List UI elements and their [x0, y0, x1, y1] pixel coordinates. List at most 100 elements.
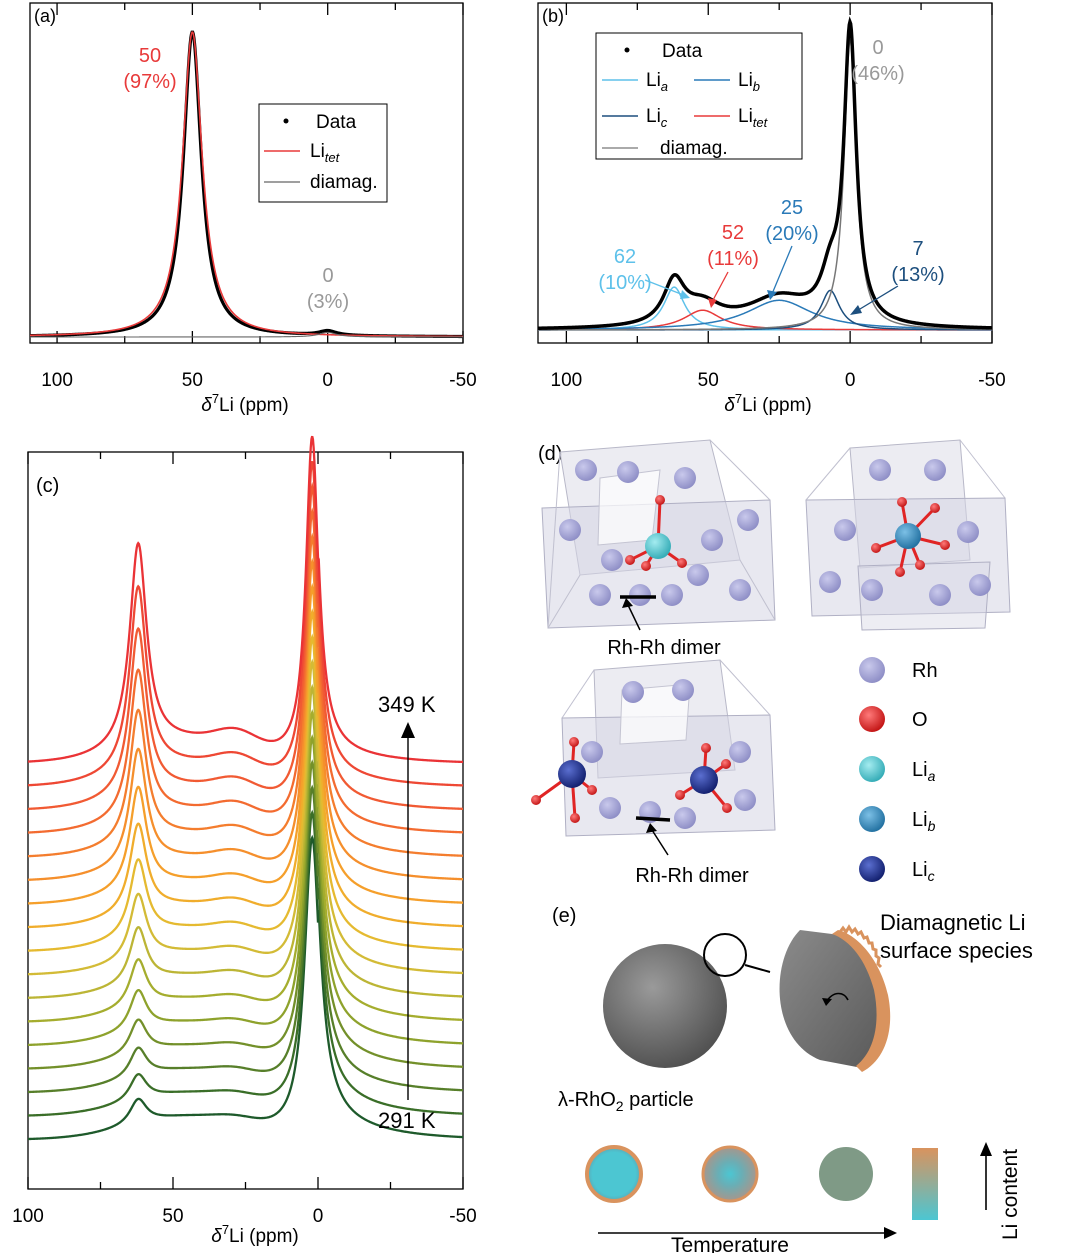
atom-legend-rh: Rh: [912, 660, 938, 682]
atom-legend-o: O: [912, 709, 928, 731]
legend-litet-label: Litet: [310, 141, 341, 165]
panel-a-letter: (a): [34, 6, 56, 26]
panel-d-letter: (d): [538, 443, 562, 465]
tick-label: 0: [313, 1206, 324, 1227]
trace-7: [27, 658, 464, 976]
series-data: [537, 16, 993, 330]
panel-c-letter: (c): [36, 475, 59, 497]
panel-a-annotation-0: 0: [322, 265, 333, 287]
trace-2: [27, 784, 464, 1094]
trace-8: [27, 633, 464, 952]
temperature-label: Temperature: [671, 1234, 789, 1253]
panel-a-annotation-3: (3%): [307, 291, 349, 313]
tick-label: -50: [449, 1206, 476, 1227]
tick-label: 50: [162, 1206, 183, 1227]
panel-b-frame: [537, 2, 993, 344]
series-diamag: [538, 37, 993, 331]
surface-label-1: Diamagnetic Li: [880, 910, 1026, 935]
tick-label: -50: [978, 370, 1005, 391]
b-annot-11: (11%): [707, 248, 759, 270]
tick-label: 0: [322, 370, 333, 391]
particle-sphere: [603, 944, 727, 1068]
legend-data-label: Data: [316, 112, 357, 133]
series-diamag: [30, 331, 463, 338]
trace-16: [27, 435, 464, 764]
temp-high-label: 349 K: [378, 692, 436, 717]
panel-c-curves: [27, 435, 464, 1141]
tick-label: 100: [41, 370, 73, 391]
b-annot-62: 62: [614, 246, 636, 268]
panel-a-legend: Data Litet diamag.: [258, 103, 388, 203]
trace-10: [27, 582, 464, 905]
legend-b-diamag: diamag.: [660, 138, 728, 159]
panel-d: (d): [531, 439, 1011, 887]
tick-label: 50: [182, 370, 203, 391]
panel-b: 100 50 0 -50 (b) Data Lia Lib Lic Litet dia…: [537, 2, 1006, 416]
li-content-label: Li content: [999, 1149, 1022, 1240]
panel-b-letter: (b): [542, 6, 564, 26]
b-annot-25: 25: [781, 197, 803, 219]
tick-label: 0: [845, 370, 856, 391]
panel-b-legend: Data Lia Lib Lic Litet diamag.: [595, 32, 803, 160]
panel-a-curves: [29, 30, 463, 339]
trace-0: [27, 834, 464, 1141]
panel-a: 100 50 0 -50 (a) 50 (97%) 0 (3%) Data Litet…: [29, 2, 477, 416]
atom-legend-lic: Lic: [912, 859, 935, 884]
panel-a-frame: [29, 2, 464, 344]
trace-15: [27, 461, 464, 787]
trace-1: [27, 809, 464, 1117]
b-annot-52: 52: [722, 222, 744, 244]
b-annot-46: (46%): [851, 63, 904, 85]
li-content-bar: [912, 1148, 938, 1220]
surface-label-2: surface species: [880, 938, 1033, 963]
zoom-circle: [703, 933, 747, 977]
trace-6: [27, 683, 464, 999]
tick-label: -50: [449, 370, 476, 391]
series-litet: [29, 31, 463, 338]
panel-e-letter: (e): [552, 905, 576, 927]
legend-b-lia: Lia: [646, 70, 668, 94]
legend-b-lic: Lic: [646, 106, 668, 130]
panel-c-xlabel: δ7Li (ppm): [211, 1222, 298, 1247]
atom-legend: Rh O Lia Lib Lic: [859, 657, 938, 884]
atom-legend-lia: Lia: [912, 759, 936, 784]
panel-a-xlabel: δ7Li (ppm): [201, 391, 288, 416]
series-lib: [537, 299, 993, 330]
trace-9: [27, 608, 464, 929]
dimer-label-1: Rh-Rh dimer: [607, 637, 721, 659]
trace-13: [27, 507, 464, 834]
panel-b-xlabel: δ7Li (ppm): [724, 391, 811, 416]
tick-label: 50: [698, 370, 719, 391]
trace-14: [27, 481, 464, 811]
trace-11: [27, 557, 464, 881]
trace-12: [27, 532, 464, 858]
trace-3: [27, 759, 464, 1070]
legend-diamag-label: diamag.: [310, 172, 378, 193]
panel-b-curves: [537, 16, 993, 331]
b-annot-7: 7: [912, 238, 923, 260]
series-data: [29, 30, 463, 339]
li-circle-mid-t: [701, 1145, 759, 1203]
b-annot-20: (20%): [765, 223, 818, 245]
b-annot-13: (13%): [891, 264, 944, 286]
li-circle-low-t: [585, 1145, 643, 1203]
structure-lia: Rh-Rh dimer: [541, 439, 776, 659]
b-annot-10: (10%): [598, 272, 651, 294]
panel-e: (e) Diamagnetic Li surface species λ-RhO…: [552, 905, 1033, 1253]
temp-low-label: 291 K: [378, 1108, 436, 1133]
panel-c: 100 50 0 -50 (c) 349 K 291 K δ7Li (ppm): [12, 435, 477, 1247]
tick-label: 100: [12, 1206, 44, 1227]
structure-lic: Rh-Rh dimer: [531, 659, 776, 887]
particle-label: λ-RhO2 particle: [558, 1089, 694, 1114]
surface-coating: [832, 930, 891, 1072]
panel-a-annotation-97: (97%): [123, 71, 176, 93]
atom-legend-lib: Lib: [912, 809, 936, 834]
structure-lib: [805, 439, 1011, 631]
legend-b-litet: Litet: [738, 106, 769, 130]
dimer-label-2: Rh-Rh dimer: [635, 865, 749, 887]
panel-a-annotation-50: 50: [139, 45, 161, 67]
legend-b-lib: Lib: [738, 70, 760, 94]
li-circle-high-t: [819, 1147, 873, 1201]
panel-b-ticks: 100 50 0 -50: [551, 3, 1006, 391]
